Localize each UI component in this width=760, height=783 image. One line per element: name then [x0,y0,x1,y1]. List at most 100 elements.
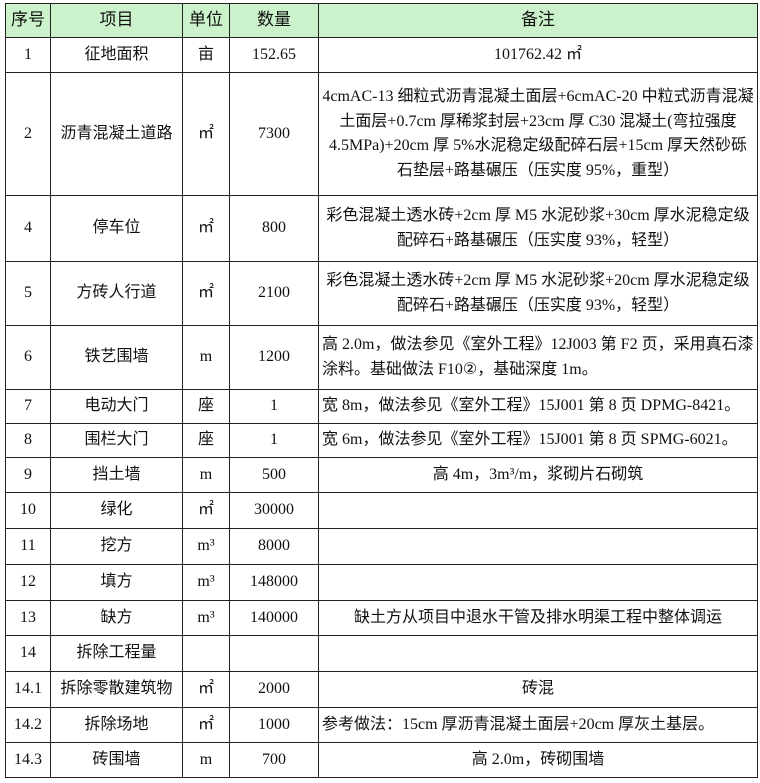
cell-qty: 8000 [229,528,319,565]
cell-qty: 700 [229,742,319,778]
header-row: 序号 项目 单位 数量 备注 [5,3,758,38]
cell-qty: 2100 [229,261,319,326]
cell-unit [182,635,230,672]
cell-item: 拆除场地 [50,707,183,743]
cell-unit: m [182,325,230,390]
cell-no: 11 [5,528,51,565]
table-row: 13 缺方 m³ 140000 缺土方从项目中退水干管及排水明渠工程中整体调运 [5,600,758,636]
table-row: 9 挡土墙 m 500 高 4m，3m³/m，浆砌片石砌筑 [5,457,758,493]
cell-no: 10 [5,492,51,529]
cell-unit: ㎡ [182,671,230,708]
cell-unit: ㎡ [182,261,230,326]
cell-note [318,492,758,529]
cell-item: 方砖人行道 [50,261,183,326]
table-row: 1 征地面积亩 152.65 101762.42 ㎡ [5,37,758,73]
cell-item: 停车位 [50,195,183,262]
header-unit: 单位 [182,3,230,38]
cell-item: 电动大门 [50,389,183,424]
table-row: 7 电动大门座 1 宽 8m，做法参见《室外工程》15J001 第 8 页 DPMG-… [5,389,758,424]
cell-no: 5 [5,261,51,326]
cell-unit: ㎡ [182,72,230,196]
cell-no: 7 [5,389,51,424]
cell-no: 4 [5,195,51,262]
cell-note: 101762.42 ㎡ [318,37,758,73]
table-row: 14.3 砖围墙 m 700 高 2.0m，砖砌围墙 [5,742,758,778]
cell-note: 高 2.0m，砖砌围墙 [318,742,758,778]
cell-qty: 500 [229,457,319,493]
cell-item: 沥青混凝土道路 [50,72,183,196]
cell-no: 12 [5,564,51,601]
cell-item: 缺方 [50,600,183,636]
cell-note: 砖混 [318,671,758,708]
cell-qty: 1000 [229,707,319,743]
cell-unit: ㎡ [182,707,230,743]
cell-no: 9 [5,457,51,493]
cell-note: 4cmAC-13 细粒式沥青混凝土面层+6cmAC-20 中粒式沥青混凝土面层+… [318,72,758,196]
cell-no: 1 [5,37,51,73]
cell-unit: m [182,457,230,493]
cell-unit: m³ [182,528,230,565]
cell-qty: 1 [229,423,319,458]
cell-item: 填方 [50,564,183,601]
cell-qty: 1 [229,389,319,424]
cell-qty: 148000 [229,564,319,601]
cell-no: 13 [5,600,51,636]
cell-qty [229,635,319,672]
cell-unit: ㎡ [182,492,230,529]
cell-item: 拆除零散建筑物 [50,671,183,708]
cell-note: 彩色混凝土透水砖+2cm 厚 M5 水泥砂浆+20cm 厚水泥稳定级配碎石+路基… [318,261,758,326]
cell-item: 围栏大门 [50,423,183,458]
cell-item: 绿化 [50,492,183,529]
cell-qty: 140000 [229,600,319,636]
cell-unit: 座 [182,423,230,458]
cell-item: 拆除工程量 [50,635,183,672]
cell-qty: 152.65 [229,37,319,73]
cell-unit: m³ [182,600,230,636]
cell-note: 参考做法：15cm 厚沥青混凝土面层+20cm 厚灰土基层。 [318,707,758,743]
cell-note: 高 4m，3m³/m，浆砌片石砌筑 [318,457,758,493]
cell-no: 14 [5,635,51,672]
table-row: 6 铁艺围墙 m 1200 高 2.0m，做法参见《室外工程》12J003 第 F2 页… [5,325,758,390]
cell-note: 彩色混凝土透水砖+2cm 厚 M5 水泥砂浆+30cm 厚水泥稳定级配碎石+路基… [318,195,758,262]
cell-no: 2 [5,72,51,196]
table-row: 11 挖方 m³ 8000 [5,528,758,565]
cell-item: 征地面积 [50,37,183,73]
cell-note: 宽 6m，做法参见《室外工程》15J001 第 8 页 SPMG-6021。 [318,423,758,458]
cell-note [318,635,758,672]
header-qty: 数量 [229,3,319,38]
cell-qty: 7300 [229,72,319,196]
cell-unit: ㎡ [182,195,230,262]
cell-unit: 座 [182,389,230,424]
cell-no: 14.2 [5,707,51,743]
quantities-table: 序号 项目 单位 数量 备注 1 征地面积亩 152.65 101762.42 ㎡ 2 沥… [5,3,758,778]
header-no: 序号 [5,3,51,38]
cell-no: 14.1 [5,671,51,708]
header-item: 项目 [50,3,183,38]
cell-item: 砖围墙 [50,742,183,778]
cell-qty: 2000 [229,671,319,708]
cell-qty: 30000 [229,492,319,529]
header-note: 备注 [318,3,758,38]
cell-item: 挡土墙 [50,457,183,493]
cell-no: 8 [5,423,51,458]
cell-item: 铁艺围墙 [50,325,183,390]
cell-unit: m³ [182,564,230,601]
cell-note [318,564,758,601]
table-row: 8 围栏大门座 1 宽 6m，做法参见《室外工程》15J001 第 8 页 SPMG-… [5,423,758,458]
cell-note: 宽 8m，做法参见《室外工程》15J001 第 8 页 DPMG-8421。 [318,389,758,424]
cell-no: 14.3 [5,742,51,778]
cell-unit: 亩 [182,37,230,73]
cell-item: 挖方 [50,528,183,565]
cell-note: 高 2.0m，做法参见《室外工程》12J003 第 F2 页，采用真石漆涂料。基… [318,325,758,390]
table-row: 14 拆除工程量 [5,635,758,672]
cell-note [318,528,758,565]
cell-qty: 800 [229,195,319,262]
table-row: 12 填方 m³ 148000 [5,564,758,601]
cell-no: 6 [5,325,51,390]
